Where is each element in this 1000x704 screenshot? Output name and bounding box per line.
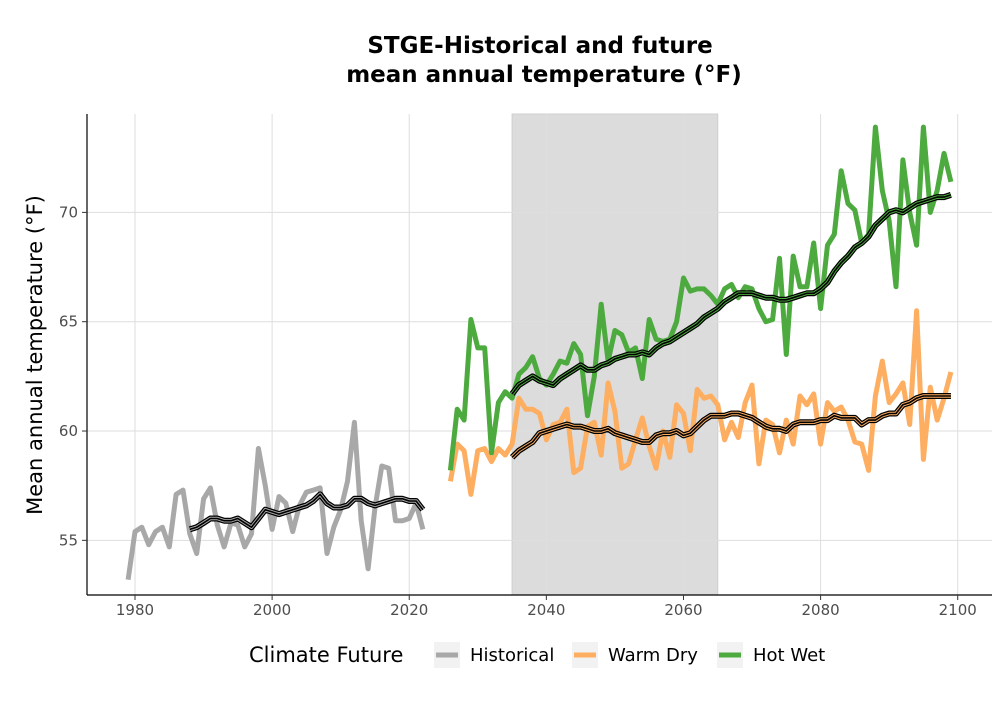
smooth-line-warm-dry	[511, 395, 951, 458]
y-axis-title: Mean annual temperature (°F)	[23, 195, 47, 515]
shaded-period-layer	[511, 113, 719, 596]
legend-title: Climate Future	[249, 643, 403, 667]
smooth-halo-historical	[189, 492, 425, 532]
smooth-line-historical	[189, 493, 424, 531]
series-line-warm-dry	[447, 308, 954, 497]
x-tick-label: 2040	[527, 601, 565, 619]
chart-title-line-2: mean annual temperature (°F)	[346, 62, 742, 88]
series-layer	[125, 124, 954, 581]
x-tick-label: 2100	[939, 601, 977, 619]
y-tick-label: 55	[59, 531, 78, 549]
legend-label-hot-wet: Hot Wet	[753, 645, 825, 666]
y-tick-label: 60	[59, 422, 78, 440]
shaded-period	[511, 113, 719, 596]
legend: Climate Future Historical Warm Dry Hot Wet	[249, 642, 825, 668]
legend-label-historical: Historical	[470, 645, 554, 666]
x-tick-label: 2060	[664, 601, 702, 619]
smooth-line-hot-wet	[511, 194, 952, 395]
x-tick-label: 2020	[390, 601, 428, 619]
series-line-historical	[125, 419, 426, 581]
x-tick-label: 2000	[253, 601, 291, 619]
x-tick-label: 1980	[116, 601, 154, 619]
y-tick-label: 70	[59, 203, 78, 221]
legend-label-warm-dry: Warm Dry	[608, 645, 698, 666]
axis-layer: 1980 2000 2020 2040 2060 2080 2100 55 60 65 70	[59, 114, 992, 619]
x-tick-label: 2080	[802, 601, 840, 619]
chart-title-line-1: STGE-Historical and future	[367, 33, 712, 59]
y-tick-label: 65	[59, 313, 78, 331]
